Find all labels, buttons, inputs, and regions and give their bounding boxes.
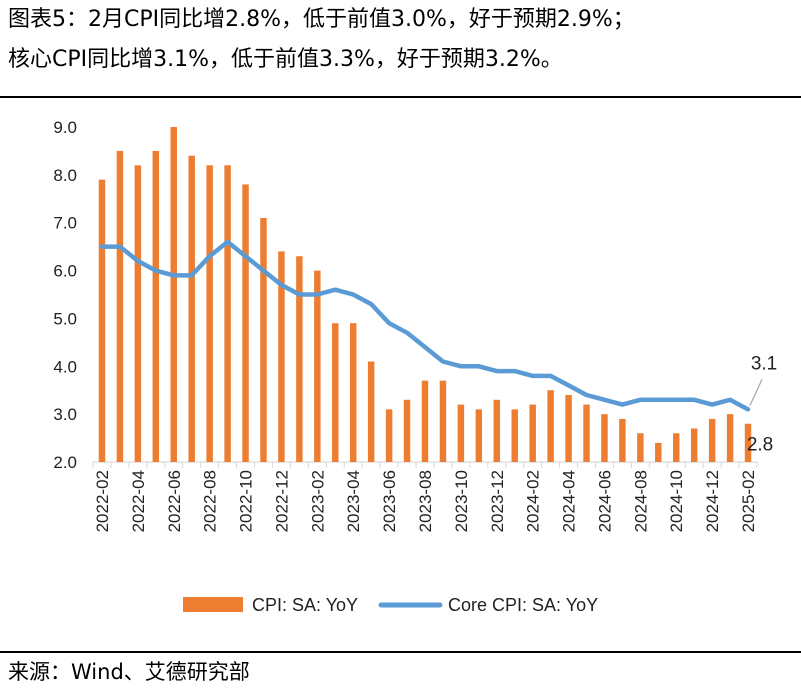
core-cpi-leader-line xyxy=(749,379,763,406)
legend-cpi-label: CPI: SA: YoY xyxy=(252,595,358,615)
cpi-bar xyxy=(296,256,303,462)
cpi-bar xyxy=(349,323,357,462)
x-tick-label: 2024-08 xyxy=(631,470,650,532)
cpi-bar xyxy=(475,409,483,462)
x-tick-label: 2025-02 xyxy=(739,470,758,532)
cpi-bar xyxy=(457,404,465,462)
cpi-bar xyxy=(403,399,411,462)
cpi-bar xyxy=(98,179,106,462)
cpi-bar xyxy=(134,165,142,462)
legend-core-cpi-label: Core CPI: SA: YoY xyxy=(448,595,598,615)
x-tick-label: 2022-02 xyxy=(93,470,112,532)
x-tick-label: 2023-06 xyxy=(380,470,399,532)
cpi-bar xyxy=(224,165,231,462)
cpi-bar xyxy=(511,409,518,462)
cpi-bar xyxy=(170,127,177,462)
cpi-bar xyxy=(116,150,124,462)
y-tick-label: 4.0 xyxy=(53,357,77,376)
cpi-bar xyxy=(332,323,339,462)
y-tick-label: 2.0 xyxy=(53,453,77,472)
cpi-bar xyxy=(242,184,249,462)
x-tick-label: 2022-12 xyxy=(272,470,291,532)
cpi-bar xyxy=(583,404,590,462)
cpi-bar xyxy=(708,418,716,462)
x-tick-label: 2024-02 xyxy=(524,470,543,532)
cpi-bar xyxy=(619,418,626,462)
x-tick-label: 2024-04 xyxy=(560,470,579,532)
cpi-bar xyxy=(673,433,680,462)
y-tick-label: 8.0 xyxy=(53,166,77,185)
x-tick-label: 2024-06 xyxy=(595,470,614,532)
legend-cpi-swatch xyxy=(183,597,243,612)
x-tick-label: 2022-10 xyxy=(237,470,256,532)
footer-divider xyxy=(0,651,801,653)
cpi-bar xyxy=(206,165,213,462)
x-tick-label: 2023-08 xyxy=(416,470,435,532)
cpi-bar xyxy=(655,442,662,462)
x-tick-label: 2023-10 xyxy=(452,470,471,532)
cpi-bar xyxy=(439,380,447,462)
y-tick-label: 7.0 xyxy=(53,214,77,233)
cpi-bar xyxy=(637,433,644,462)
x-tick-label: 2024-12 xyxy=(703,470,722,532)
cpi-last-label: 2.8 xyxy=(747,435,773,456)
cpi-bar xyxy=(529,404,536,462)
y-tick-label: 5.0 xyxy=(53,309,77,328)
cpi-bar xyxy=(152,150,160,462)
cpi-bar xyxy=(726,414,734,462)
cpi-bar xyxy=(278,251,285,462)
x-tick-label: 2022-06 xyxy=(165,470,184,532)
cpi-chart: 2.0 3.0 4.0 5.0 6.0 7.0 8.0 9.0 2022-02 2022-04 20… xyxy=(53,118,777,615)
cpi-bar xyxy=(690,428,698,462)
cpi-bar xyxy=(565,395,572,462)
chart-title-line-2: 核心CPI同比增3.1%，低于前值3.3%，好于预期3.2%。 xyxy=(8,47,563,72)
x-tick-label: 2023-12 xyxy=(488,470,507,532)
cpi-bar xyxy=(744,423,752,462)
cpi-bar xyxy=(188,155,195,462)
cpi-bar xyxy=(314,270,321,462)
core-cpi-line xyxy=(99,239,751,412)
cpi-bar xyxy=(367,361,375,462)
cpi-bar xyxy=(385,409,393,462)
chart-title-line-1: 图表5：2月CPI同比增2.8%，低于前值3.0%，好于预期2.9%； xyxy=(8,7,635,32)
x-tick-label: 2022-08 xyxy=(201,470,220,532)
x-tick-label: 2022-04 xyxy=(129,470,148,532)
cpi-bar xyxy=(547,390,554,462)
cpi-bar xyxy=(260,217,267,462)
y-tick-label: 6.0 xyxy=(53,262,77,281)
x-tick-label: 2023-02 xyxy=(308,470,327,532)
cpi-bar xyxy=(601,414,608,462)
cpi-bar xyxy=(493,399,501,462)
cpi-bar xyxy=(421,380,429,462)
title-divider xyxy=(0,96,801,98)
y-tick-label: 9.0 xyxy=(53,118,77,137)
source-note: 来源：Wind、艾德研究部 xyxy=(8,660,250,684)
y-tick-label: 3.0 xyxy=(53,405,77,424)
x-tick-label: 2023-04 xyxy=(344,470,363,532)
chart-title-block: 图表5：2月CPI同比增2.8%，低于前值3.0%，好于预期2.9%； 核心CP… xyxy=(8,0,798,80)
x-tick-label: 2024-10 xyxy=(667,470,686,532)
core-cpi-last-label: 3.1 xyxy=(751,353,777,374)
